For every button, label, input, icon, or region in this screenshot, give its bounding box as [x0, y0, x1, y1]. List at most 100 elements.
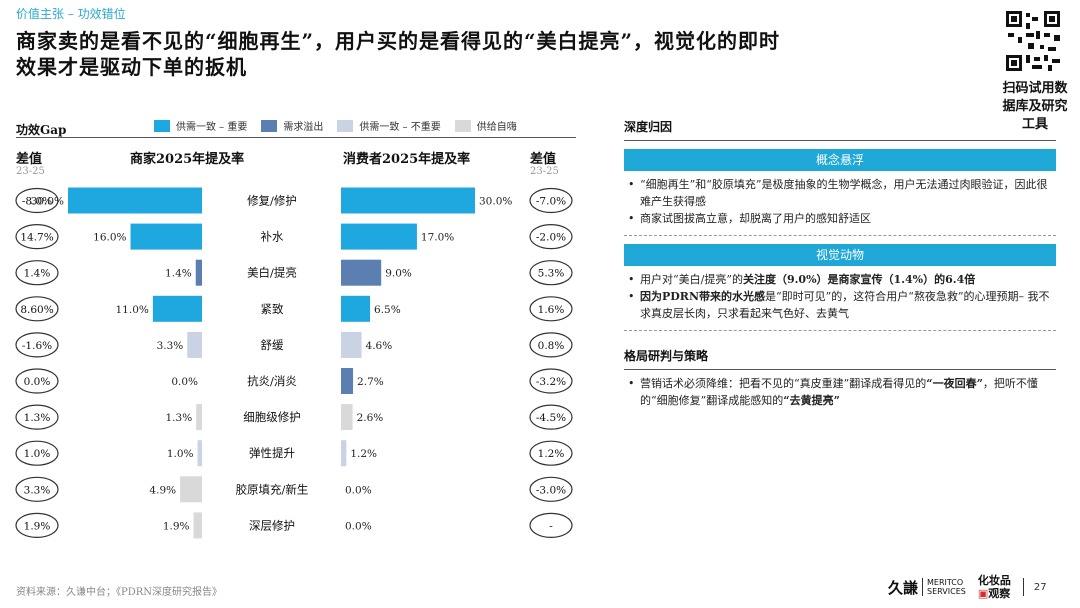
category-label: 胶原填充/新生	[236, 482, 309, 496]
consumer-value-label: 17.0%	[421, 232, 454, 244]
bullet-item: 因为PDRN带来的水光感是“即时可见”的，这符合用户“熬夜急救”的心理预期– 我…	[628, 288, 1056, 322]
left-diff-badge	[15, 260, 59, 286]
category-label: 细胞级修护	[243, 410, 301, 424]
section-tag: 价值主张 – 功效错位	[16, 7, 126, 21]
right-diff-badge	[529, 260, 573, 286]
right-diff-badge	[529, 332, 573, 358]
merchant-value-label: 1.4%	[165, 268, 192, 280]
consumer-bar	[341, 331, 362, 358]
bullet-item: 商家试图拔高立意，却脱离了用户的感知舒适区	[628, 210, 1056, 227]
consumer-value-label: 6.5%	[374, 304, 401, 316]
left-diff-badge	[15, 224, 59, 250]
legend-swatch	[337, 119, 354, 132]
bullet-emphasis: “一夜回春”	[926, 377, 983, 390]
legend-label: 供需一致 – 重要	[176, 122, 248, 133]
consumer-bar	[341, 223, 417, 250]
left-diff-label: 0.0%	[24, 376, 51, 388]
category-label: 抗炎/消炎	[247, 374, 297, 388]
left-diff-label: 3.3%	[24, 484, 51, 496]
category-label: 弹性提升	[249, 446, 295, 460]
merchant-value-label: 4.9%	[149, 484, 176, 496]
divider	[1022, 578, 1024, 596]
hzp-line-2: 观察	[988, 587, 1011, 600]
right-diff-header: 差值	[530, 152, 557, 167]
consumer-value-label: 30.0%	[479, 196, 512, 208]
left-diff-label: 8.60%	[20, 304, 53, 316]
bullet-item: 营销话术必须降维：把看不见的“真皮重建”翻译成看得见的“一夜回春”，把听不懂的“…	[628, 375, 1056, 409]
right-diff-label: 1.6%	[538, 304, 565, 316]
merchant-bar	[152, 295, 202, 322]
left-diff-label: -1.6%	[22, 340, 52, 352]
consumer-value-label: 2.6%	[357, 412, 384, 424]
bullet-text: 是“即时可见”的，这符合用户“熬夜急救”的心理预期– 我不求真皮层长肉，只求看起…	[640, 290, 1050, 320]
left-diff-label: -8.0%	[22, 196, 52, 208]
legend-item-consistent-unimportant: 供需一致 – 不重要	[337, 118, 441, 133]
merchant-value-label: 1.9%	[163, 520, 190, 532]
consumer-bar	[341, 404, 353, 431]
merchant-bar	[197, 440, 202, 467]
legend-swatch	[154, 119, 170, 132]
merchant-value-label: 1.3%	[166, 412, 193, 424]
butterfly-chart: -8.0%30.0% 修复/修护 30.0% -7.0%14.7% 16.0% 补水 17.…	[15, 187, 573, 539]
bullet-emphasis: “去黄提亮”	[783, 394, 840, 407]
bullet-emphasis: 因为PDRN带来的水光感	[640, 290, 766, 303]
legend-label: 需求溢出	[283, 122, 324, 133]
divider	[624, 235, 1056, 236]
consumer-bar	[341, 187, 475, 214]
right-diff-badge	[529, 476, 573, 502]
consumer-bar	[341, 368, 354, 394]
left-diff-label: 14.7%	[20, 232, 53, 244]
right-diff-label: 1.2%	[538, 448, 565, 460]
right-diff-label: 5.3%	[538, 268, 565, 280]
strategy-bullets: 营销话术必须降维：把看不见的“真皮重建”翻译成看得见的“一夜回春”，把听不懂的“…	[624, 375, 1056, 409]
merchant-bar	[180, 476, 202, 503]
consumer-value-label: 2.7%	[357, 376, 384, 388]
consumer-header: 消费者2025年提及率	[343, 152, 471, 167]
merchant-bar	[193, 512, 202, 539]
category-label: 补水	[261, 230, 284, 244]
legend-label: 供给自嗨	[476, 122, 517, 133]
consumer-value-label: 9.0%	[385, 268, 412, 280]
page-number: 27	[1033, 581, 1047, 593]
right-diff-label: 0.8%	[538, 340, 565, 352]
merchant-value-label: 3.3%	[157, 340, 184, 352]
hzp-mark: ▣	[977, 587, 989, 600]
consumer-value-label: 0.0%	[345, 484, 372, 496]
legend-item-consistent-important: 供需一致 – 重要	[154, 118, 247, 133]
meritco-line-2: SERVICES	[927, 587, 966, 596]
strategy-heading: 格局研判与策略	[624, 347, 1056, 370]
headline-line-2: 效果才是驱动下单的扳机	[16, 55, 247, 79]
right-diff-label: -4.5%	[536, 412, 566, 424]
analysis-heading: 深度归因	[624, 118, 1056, 141]
legend-label: 供需一致 – 不重要	[359, 122, 441, 133]
bullet-text: 用户对“美白/提亮”的	[640, 273, 743, 286]
qr-code-icon[interactable]	[1004, 9, 1062, 73]
left-diff-period: 23-25	[16, 166, 45, 177]
merchant-bar	[68, 187, 202, 214]
legend-item-supply-self-hype: 供给自嗨	[454, 118, 517, 133]
band-visual-animal: 视觉动物	[624, 244, 1056, 266]
merchant-value-label: 30.0%	[31, 196, 64, 208]
page-title: 商家卖的是看不见的“细胞再生”，用户买的是看得见的“美白提亮”，视觉化的即时 效…	[16, 28, 976, 80]
category-label: 舒缓	[261, 338, 284, 352]
consumer-value-label: 0.0%	[345, 520, 372, 532]
divider	[624, 330, 1056, 331]
category-label: 紧致	[261, 302, 284, 316]
qr-caption: 扫码试用数据库及研究工具	[1002, 81, 1068, 132]
right-diff-badge	[529, 368, 573, 394]
merchant-value-label: 0.0%	[171, 376, 198, 388]
left-diff-badge	[15, 512, 59, 539]
legend-swatch	[454, 119, 471, 132]
right-diff-period: 23-25	[530, 166, 559, 177]
right-diff-badge	[529, 187, 573, 214]
left-diff-badge	[15, 332, 59, 358]
analysis-panel: 深度归因 概念悬浮 “细胞再生”和“胶原填充”是极度抽象的生物学概念，用户无法通…	[624, 118, 1056, 409]
bullet-item: “细胞再生”和“胶原填充”是极度抽象的生物学概念，用户无法通过肉眼验证，因此很难…	[628, 176, 1056, 210]
right-diff-badge	[529, 440, 573, 466]
right-diff-badge	[529, 512, 573, 539]
left-diff-badge	[15, 440, 59, 466]
right-diff-label: -	[549, 520, 553, 532]
right-diff-badge	[529, 404, 573, 430]
cosmetics-observer-logo: 化妆品 ▣观察	[978, 574, 1011, 600]
merchant-value-label: 1.0%	[167, 448, 194, 460]
